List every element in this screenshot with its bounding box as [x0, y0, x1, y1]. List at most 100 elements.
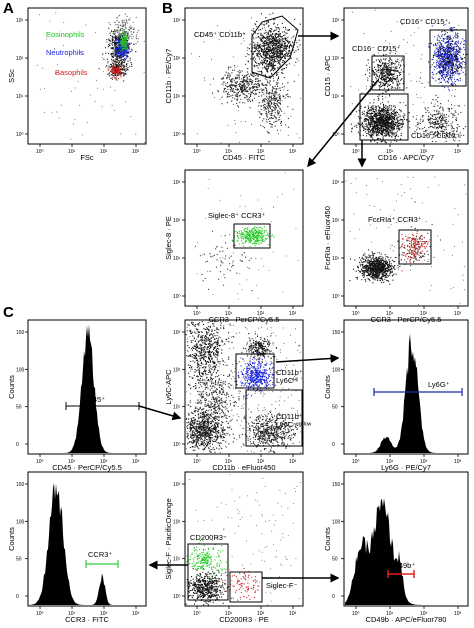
- label-c5-gate-2: Siglec-F⁻: [266, 581, 298, 590]
- y-tick-label-77: 10¹: [173, 557, 181, 563]
- x-tick-label-10: 10²: [257, 149, 265, 155]
- x-tick-label-9: 10¹: [225, 149, 233, 155]
- y-tick-label-76: 10⁰: [173, 594, 181, 600]
- plot-c1-histogram: [29, 324, 145, 453]
- y-tick-label-53: 10¹: [173, 405, 181, 411]
- y-tick-label-46: 100: [16, 367, 25, 373]
- plot-b4-x-axis-label: CCR3 · PerCP/Cy5.5: [371, 315, 442, 324]
- y-tick-label-31: 10³: [173, 180, 181, 186]
- plot-c5-frame: [184, 471, 304, 607]
- y-tick-label-63: 150: [332, 330, 341, 336]
- y-tick-label-13: 10¹: [173, 94, 181, 100]
- y-tick-label-45: 50: [16, 405, 22, 411]
- plot-c2-frame: [184, 319, 304, 455]
- y-tick-label-38: 10²: [332, 218, 340, 224]
- y-tick-label-85: 50: [332, 557, 338, 563]
- x-tick-label-65: 10¹: [68, 611, 76, 617]
- y-tick-label-79: 10³: [173, 482, 181, 488]
- y-tick-label-37: 10¹: [332, 256, 340, 262]
- x-tick-label-42: 10²: [100, 459, 108, 465]
- plot-c1-frame: [27, 319, 147, 455]
- x-tick-label-66: 10²: [100, 611, 108, 617]
- y-tick-label-21: 10¹: [332, 94, 340, 100]
- gate-b2-cd16neg-cd15pos: [371, 55, 405, 91]
- label-c5-gate-1: CD200R3⁻: [190, 533, 227, 542]
- x-tick-label-81: 10¹: [386, 611, 394, 617]
- plot-c4-x-axis-label: CCR3 · FITC: [65, 615, 109, 624]
- y-tick-label-68: 0: [16, 594, 19, 600]
- y-tick-label-36: 10⁰: [332, 294, 340, 300]
- y-tick-label-78: 10²: [173, 519, 181, 525]
- x-tick-label-2: 10²: [100, 149, 108, 155]
- x-tick-label-11: 10³: [289, 149, 297, 155]
- plot-b1-x-axis-label: CD45 · FITC: [223, 153, 266, 162]
- label-c2-gate-1a: CD11b⁺: [276, 368, 303, 377]
- x-tick-label-83: 10³: [454, 611, 462, 617]
- y-tick-label-62: 100: [332, 367, 341, 373]
- x-tick-label-8: 10⁰: [193, 149, 201, 155]
- x-tick-label-64: 10⁰: [36, 611, 44, 617]
- x-tick-label-18: 10²: [420, 149, 428, 155]
- y-tick-label-60: 0: [332, 442, 335, 448]
- plot-b2-frame: [343, 7, 469, 145]
- arrow-b2-to-b3: [307, 79, 379, 168]
- label-b2-gate-2: CD16⁻ CD15⁺: [352, 44, 400, 53]
- plot-c3-x-axis-label: Ly6G · PE/Cy7: [381, 463, 431, 472]
- x-tick-label-59: 10³: [454, 459, 462, 465]
- x-tick-label-67: 10³: [132, 611, 140, 617]
- x-tick-label-24: 10⁰: [193, 311, 201, 317]
- y-tick-label-22: 10²: [332, 56, 340, 62]
- label-c1-gate: CD45⁺: [82, 395, 105, 404]
- x-tick-label-74: 10²: [257, 611, 265, 617]
- plot-c5-x-axis-label: CD200R3 · PE: [219, 615, 269, 624]
- plot-b3-frame: [184, 169, 304, 307]
- x-tick-label-19: 10³: [454, 149, 462, 155]
- y-tick-label-61: 50: [332, 405, 338, 411]
- x-tick-label-1: 10¹: [68, 149, 76, 155]
- x-tick-label-0: 10⁰: [36, 149, 44, 155]
- gate-c2-cd11b-ly6c-neg: [245, 389, 303, 447]
- plot-b4-y-axis-label: FcεRIa · eFluor450: [323, 206, 332, 270]
- plot-a1-x-axis-label: FSc: [80, 153, 94, 162]
- x-tick-label-82: 10²: [420, 611, 428, 617]
- label-neutrophils: Neutrophils: [46, 48, 84, 57]
- label-basophils: Basophils: [55, 68, 88, 77]
- y-tick-label-14: 10²: [173, 56, 181, 62]
- gate-c3-ly6g-bar: [373, 388, 463, 396]
- y-tick-label-20: 10⁰: [332, 132, 340, 138]
- y-tick-label-70: 100: [16, 519, 25, 525]
- y-tick-label-71: 150: [16, 482, 25, 488]
- y-tick-label-12: 10⁰: [173, 132, 181, 138]
- plot-b2-y-axis-label: CD15 · APC: [323, 55, 332, 96]
- plot-b3-events: [194, 172, 299, 300]
- x-tick-label-50: 10²: [257, 459, 265, 465]
- plot-a1-y-axis-label: SSc: [7, 69, 16, 83]
- y-tick-label-69: 50: [16, 557, 22, 563]
- label-c6-gate: CD49b⁺: [388, 561, 415, 570]
- y-tick-label-86: 100: [332, 519, 341, 525]
- x-tick-label-49: 10¹: [225, 459, 233, 465]
- gate-c6-cd49b-bar: [387, 570, 415, 578]
- plot-a1-events: [36, 12, 146, 143]
- plot-c4-histogram: [29, 482, 145, 605]
- x-tick-label-51: 10³: [289, 459, 297, 465]
- x-tick-label-27: 10³: [289, 311, 297, 317]
- plot-c6-frame: [343, 471, 469, 607]
- x-tick-label-33: 10¹: [386, 311, 394, 317]
- plot-c4-frame: [27, 471, 147, 607]
- y-tick-label-30: 10²: [173, 218, 181, 224]
- plot-c2-y-axis-label: Ly6C-APC: [164, 369, 173, 405]
- x-tick-label-34: 10²: [420, 311, 428, 317]
- y-tick-label-5: 10¹: [16, 94, 24, 100]
- arrow-c1-to-c2: [138, 405, 182, 421]
- gate-c4-ccr3-bar: [85, 560, 119, 568]
- gate-c5-siglecf-neg: [229, 571, 263, 603]
- y-tick-label-15: 10³: [173, 18, 181, 24]
- x-tick-label-17: 10¹: [386, 149, 394, 155]
- x-tick-label-16: 10⁰: [352, 149, 360, 155]
- x-tick-label-58: 10²: [420, 459, 428, 465]
- y-tick-label-84: 0: [332, 594, 335, 600]
- gate-b3-siglec8-ccr3: [233, 223, 271, 249]
- x-tick-label-41: 10¹: [68, 459, 76, 465]
